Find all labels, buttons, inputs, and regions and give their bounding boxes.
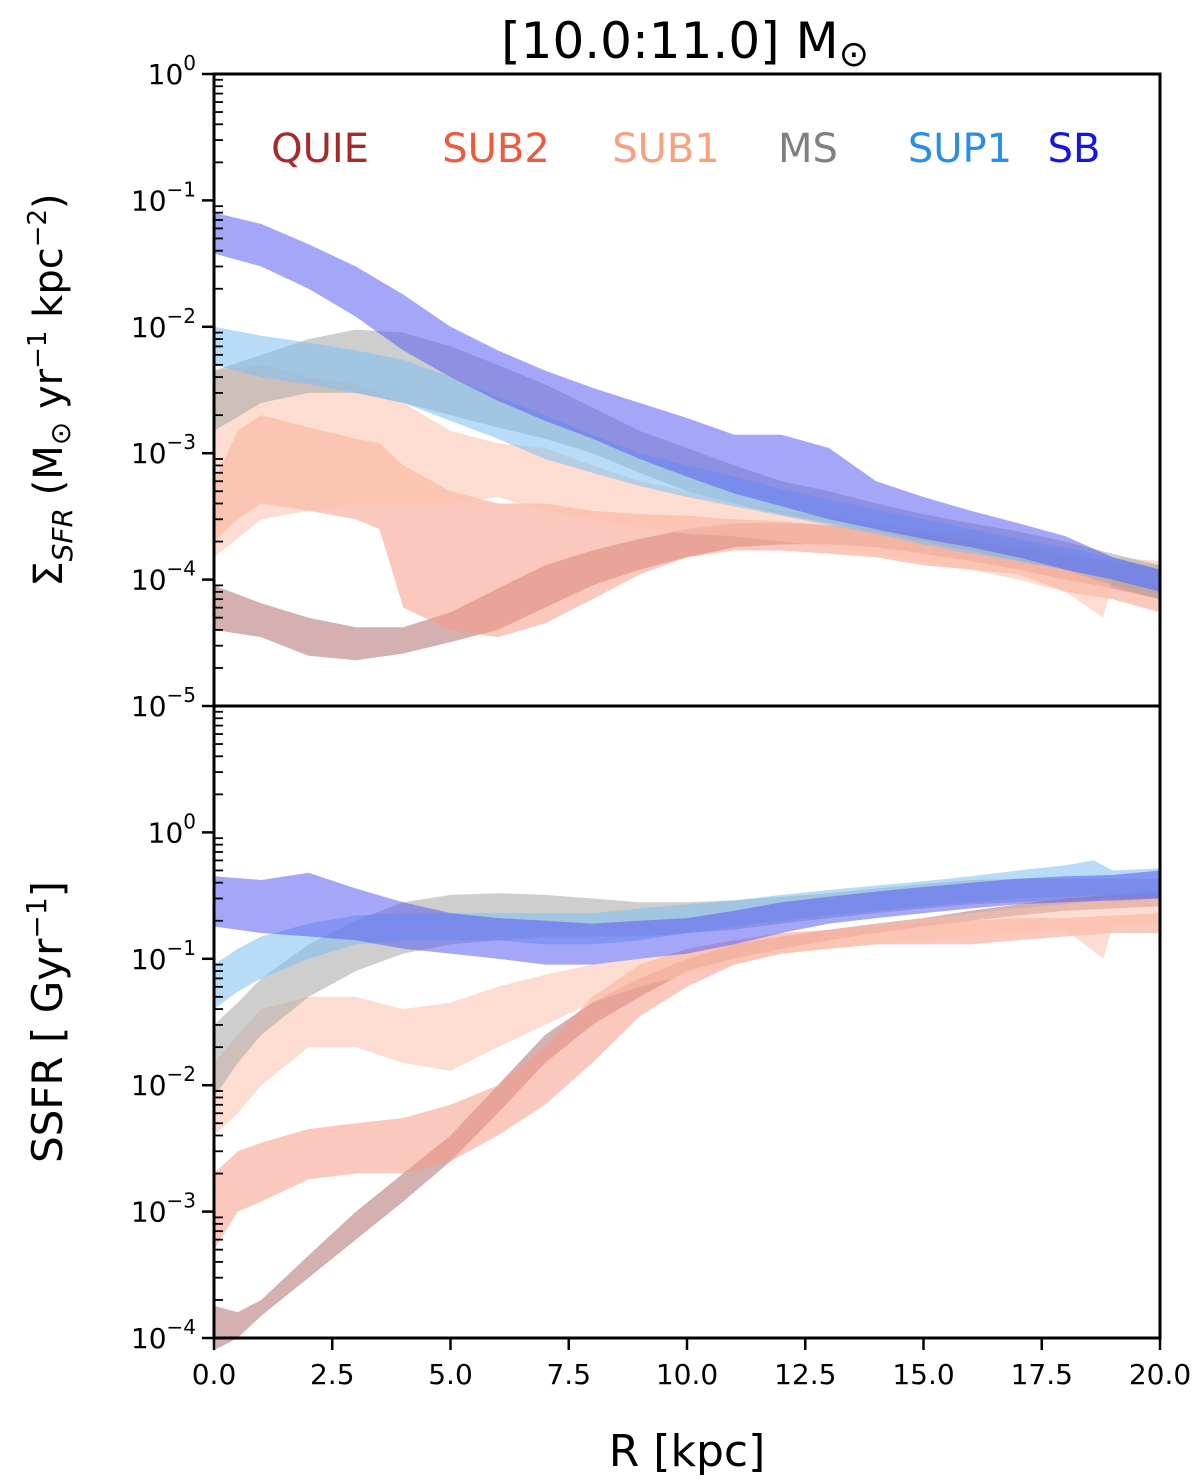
y-tick-label: 10−1 — [131, 177, 196, 217]
y-tick-base: 10 — [131, 1322, 167, 1355]
x-ticks: 0.0 2.5 5.0 7.5 10.0 12.5 15.0 17.5 20.0 — [192, 1338, 1191, 1391]
y-tick-base: 10 — [131, 943, 167, 976]
y-tick-label: 100 — [148, 51, 196, 91]
legend-entry-sb: SB — [1048, 126, 1101, 172]
y-tick-base: 10 — [148, 58, 184, 91]
chart-title-symbol: ⊙ — [839, 34, 869, 75]
y-tick-label: 10−1 — [131, 936, 196, 976]
x-tick-label: 15.0 — [892, 1358, 954, 1391]
y-tick-exp: −3 — [167, 1189, 196, 1213]
y-tick-base: 10 — [131, 184, 167, 217]
x-tick-label: 0.0 — [192, 1358, 237, 1391]
y-tick-label: 10−4 — [131, 1315, 196, 1355]
y-tick-label: 10−3 — [131, 430, 196, 470]
x-tick-label: 5.0 — [428, 1358, 473, 1391]
y-tick-label: 10−4 — [131, 557, 196, 597]
y-tick-base: 10 — [131, 311, 167, 344]
legend: QUIE SUB2 SUB1 MS SUP1 SB — [271, 126, 1100, 172]
legend-entry-quie: QUIE — [271, 126, 369, 172]
ssfr-band-sb — [214, 870, 1160, 965]
y-tick-label: 100 — [148, 809, 196, 849]
ssfr-band-sub2 — [214, 913, 1160, 1250]
ssfr-band-sub1 — [214, 898, 1160, 1136]
y-tick-base: 10 — [131, 1196, 167, 1229]
y-tick-label: 10−2 — [131, 304, 196, 344]
legend-entry-sub1: SUB1 — [612, 126, 720, 172]
y-tick-label: 10−2 — [131, 1062, 196, 1102]
ssfr-ylabel: SSFR [ Gyr−1] — [20, 881, 72, 1163]
x-axis-label: R [kpc] — [609, 1426, 766, 1477]
legend-entry-sub2: SUB2 — [442, 126, 550, 172]
y-tick-label: 10−3 — [131, 1189, 196, 1229]
x-tick-label: 12.5 — [774, 1358, 836, 1391]
y-tick-exp: −5 — [167, 683, 196, 707]
y-tick-exp: −3 — [167, 430, 196, 454]
y-tick-exp: −4 — [167, 557, 196, 581]
y-tick-exp: −4 — [167, 1315, 196, 1339]
y-tick-exp: −1 — [167, 936, 196, 960]
chart-title-text: [10.0:11.0] M — [501, 12, 839, 70]
x-tick-label: 17.5 — [1011, 1358, 1073, 1391]
y-tick-exp: 0 — [183, 809, 196, 833]
x-tick-label: 7.5 — [546, 1358, 591, 1391]
x-tick-label: 20.0 — [1129, 1358, 1191, 1391]
y-tick-exp: −2 — [167, 304, 196, 328]
y-tick-base: 10 — [131, 437, 167, 470]
y-tick-base: 10 — [131, 690, 167, 723]
y-tick-label: 10−5 — [131, 683, 196, 723]
y-tick-exp: −2 — [167, 1062, 196, 1086]
y-tick-base: 10 — [148, 816, 184, 849]
sigma-sfr-ylabel: ΣSFR (M⊙ yr−1 kpc−2) — [23, 193, 79, 586]
y-tick-exp: −1 — [167, 177, 196, 201]
chart-title: [10.0:11.0] M⊙ — [501, 12, 869, 75]
y-tick-exp: 0 — [183, 51, 196, 75]
legend-entry-sup1: SUP1 — [908, 126, 1012, 172]
x-tick-label: 10.0 — [656, 1358, 718, 1391]
sigma-band-sb — [214, 212, 1160, 592]
legend-entry-ms: MS — [778, 126, 838, 172]
sigma-sfr-bands — [214, 212, 1160, 661]
y-tick-base: 10 — [131, 564, 167, 597]
ssfr-bands — [214, 860, 1160, 1351]
x-tick-label: 2.5 — [310, 1358, 355, 1391]
y-tick-base: 10 — [131, 1069, 167, 1102]
